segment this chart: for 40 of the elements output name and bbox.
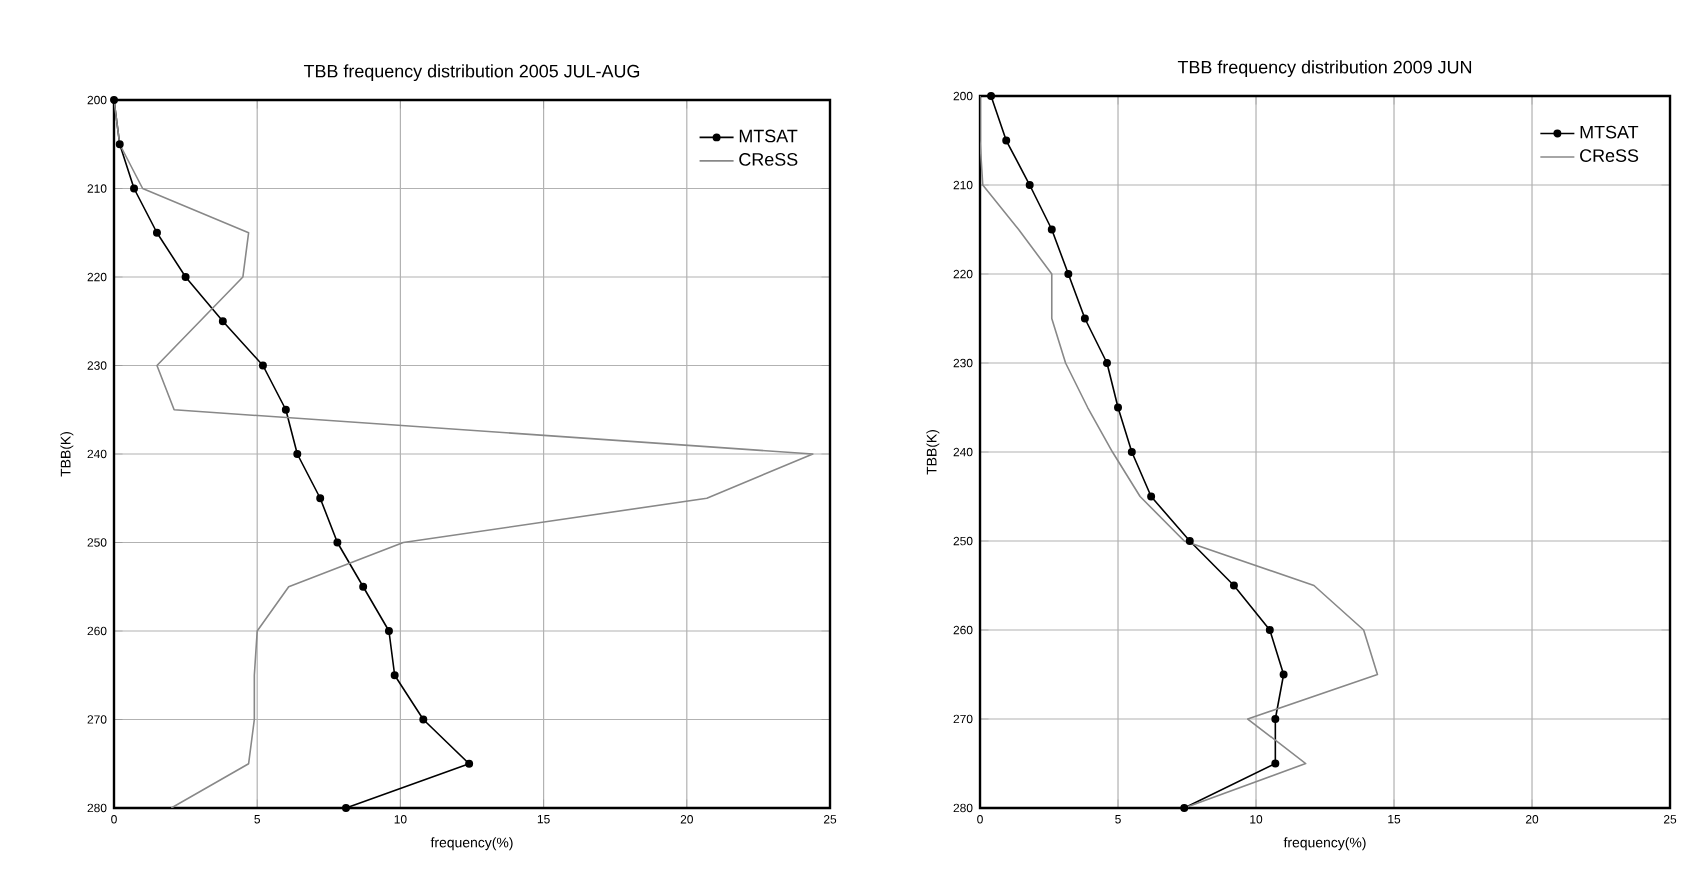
point [218, 317, 227, 326]
point [293, 450, 302, 458]
point [1265, 626, 1274, 634]
point [1185, 537, 1194, 545]
point [987, 92, 996, 101]
point [390, 671, 399, 680]
point [1147, 492, 1156, 501]
chart-title: TBB frequency distribution 2005 JUL-AUG [303, 64, 640, 82]
point [1229, 581, 1238, 590]
legend-label: MTSAT [1580, 125, 1639, 139]
point [1114, 403, 1122, 412]
legend-label: CReSS [1580, 149, 1639, 162]
legend-label: MTSAT [739, 129, 798, 143]
point [258, 361, 267, 370]
point [1047, 225, 1056, 234]
point [1180, 804, 1189, 812]
point [281, 405, 290, 414]
point [342, 804, 350, 812]
chart-title: TBB frequency distribution 2009 JUN [1177, 60, 1472, 78]
point [1064, 270, 1073, 278]
point [1102, 359, 1111, 367]
point [359, 582, 368, 591]
point [384, 627, 393, 635]
point [115, 140, 124, 149]
point [110, 96, 118, 104]
point [419, 715, 428, 724]
point [1127, 448, 1136, 456]
point [316, 494, 325, 503]
point [130, 184, 139, 193]
legend-label: CReSS [739, 153, 798, 166]
point [181, 273, 190, 281]
point [333, 538, 342, 547]
point [465, 759, 474, 768]
point [1080, 314, 1089, 323]
point [1002, 136, 1011, 145]
point [1025, 181, 1034, 189]
point [152, 228, 161, 237]
point [1271, 715, 1280, 723]
point [1271, 759, 1280, 768]
point [1279, 670, 1288, 679]
